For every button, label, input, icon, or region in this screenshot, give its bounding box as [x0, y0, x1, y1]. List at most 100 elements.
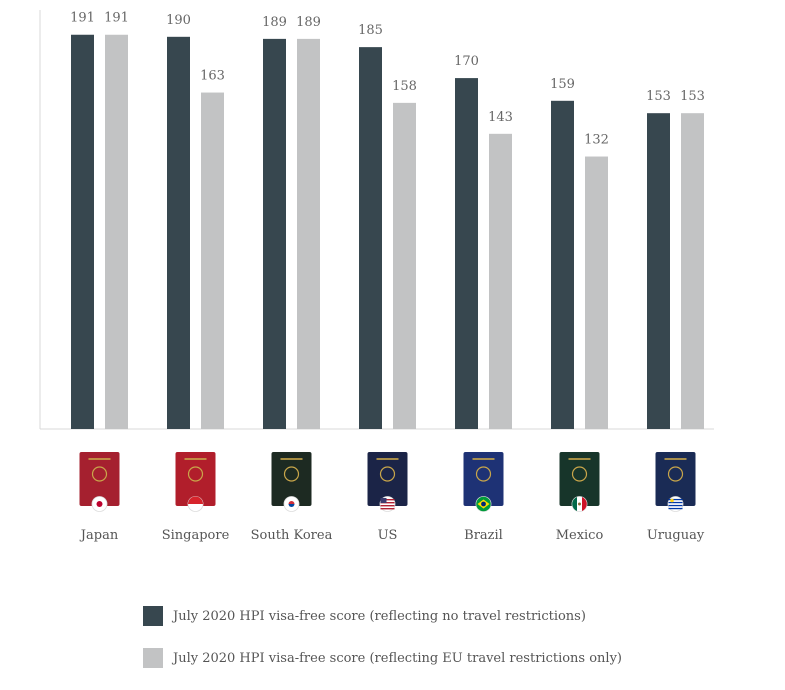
value-label-brazil-series-2: 143 — [488, 110, 513, 125]
flag-red-disc — [96, 501, 103, 507]
passport-cover — [559, 452, 600, 506]
passport-singapore-icon — [175, 452, 216, 512]
passport-emblem — [571, 466, 588, 482]
bar-singapore-series-2 — [201, 92, 224, 429]
flag-stripe — [380, 502, 395, 504]
singapore-flag-icon — [187, 496, 204, 512]
flag-sun — [670, 498, 674, 503]
passport-title-mark — [664, 458, 687, 460]
passport-south-korea-icon — [271, 452, 312, 512]
passport-cover — [463, 452, 504, 506]
flag-taeguk-blue — [288, 504, 295, 507]
flag-disc — [667, 496, 684, 512]
passport-emblem — [91, 466, 108, 482]
flag-blue-globe — [481, 501, 486, 507]
bar-us-series-2 — [393, 102, 416, 429]
legend-label-series-2: July 2020 HPI visa-free score (reflectin… — [173, 650, 623, 666]
chart-legend: July 2020 HPI visa-free score (reflectin… — [143, 606, 622, 690]
bar-us-series-1 — [359, 47, 382, 429]
bar-chart: 191 191 190 163 189 189 185 158 170 143 159 132 153 1… — [39, 10, 714, 543]
category-label-us: US — [378, 528, 398, 543]
legend-label-series-1: July 2020 HPI visa-free score (reflectin… — [173, 608, 586, 624]
passport-cover — [655, 452, 696, 506]
legend-swatch-series-1 — [143, 606, 163, 626]
bar-uruguay-series-2 — [681, 113, 704, 429]
value-label-japan-series-1: 191 — [70, 11, 95, 26]
value-label-mexico-series-2: 132 — [584, 133, 609, 148]
passport-cover — [367, 452, 408, 506]
value-label-uruguay-series-1: 153 — [646, 89, 671, 104]
value-label-singapore-series-2: 163 — [200, 69, 225, 84]
mexico-flag-icon — [571, 496, 588, 512]
passport-cover — [175, 452, 216, 506]
flag-emblem — [578, 502, 581, 506]
value-label-mexico-series-1: 159 — [550, 77, 575, 92]
category-label-mexico: Mexico — [556, 528, 604, 543]
bar-mexico-series-2 — [585, 156, 608, 429]
flag-red-band — [582, 497, 587, 511]
flag-stripe — [380, 505, 395, 507]
flag-stripe — [380, 499, 395, 501]
passport-emblem — [475, 466, 492, 482]
flag-taeguk-red — [288, 501, 295, 504]
value-label-uruguay-series-2: 153 — [680, 89, 705, 104]
category-label-uruguay: Uruguay — [647, 528, 705, 543]
bar-brazil-series-2 — [489, 133, 512, 430]
us-flag-icon — [379, 496, 396, 512]
bar-japan-series-1 — [71, 34, 94, 430]
passport-uruguay-icon — [655, 452, 696, 512]
passport-cover — [79, 452, 120, 506]
flag-stripe — [668, 498, 683, 501]
chart-passport-icons — [79, 452, 696, 512]
value-label-us-series-2: 158 — [392, 79, 417, 94]
passport-cover — [271, 452, 312, 506]
passport-title-mark — [472, 458, 495, 460]
bar-singapore-series-1 — [167, 36, 190, 430]
category-label-south-korea: South Korea — [251, 528, 333, 543]
passport-brazil-icon — [463, 452, 504, 512]
value-label-brazil-series-1: 170 — [454, 54, 479, 69]
bar-uruguay-series-1 — [647, 113, 670, 429]
legend-item-series-2: July 2020 HPI visa-free score (reflectin… — [143, 648, 622, 668]
passport-us-icon — [367, 452, 408, 512]
passport-title-mark — [88, 458, 111, 460]
passport-emblem — [379, 466, 396, 482]
brazil-flag-icon — [475, 496, 492, 512]
flag-red-half — [188, 496, 203, 504]
value-label-south-korea-series-1: 189 — [262, 15, 287, 30]
bar-south-korea-series-2 — [297, 38, 320, 430]
passport-title-mark — [376, 458, 399, 460]
bar-brazil-series-1 — [455, 78, 478, 430]
flag-stripe — [668, 504, 683, 507]
value-label-singapore-series-1: 190 — [166, 13, 191, 28]
passport-emblem — [283, 466, 300, 482]
bar-south-korea-series-1 — [263, 38, 286, 430]
flag-canton — [380, 498, 387, 503]
category-label-brazil: Brazil — [464, 528, 503, 543]
passport-mexico-icon — [559, 452, 600, 512]
value-label-japan-series-2: 191 — [104, 11, 129, 26]
chart-value-labels: 191 191 190 163 189 189 185 158 170 143 159 132 153 1… — [70, 11, 705, 148]
category-label-singapore: Singapore — [162, 528, 230, 543]
passport-title-mark — [184, 458, 207, 460]
passport-title-mark — [280, 458, 303, 460]
passport-japan-icon — [79, 452, 120, 512]
chart-bars — [71, 34, 704, 430]
flag-stripe — [380, 508, 395, 510]
flag-stripe — [668, 507, 683, 510]
south-korea-flag-icon — [283, 496, 300, 512]
uruguay-flag-icon — [667, 496, 684, 512]
passport-emblem — [187, 466, 204, 482]
value-label-south-korea-series-2: 189 — [296, 15, 321, 30]
legend-swatch-series-2 — [143, 648, 163, 668]
flag-green-band — [572, 497, 577, 511]
passport-emblem — [667, 466, 684, 482]
japan-flag-icon — [91, 496, 108, 512]
bar-japan-series-2 — [105, 34, 128, 430]
flag-stripe — [668, 501, 683, 504]
value-label-us-series-1: 185 — [358, 23, 383, 38]
passport-title-mark — [568, 458, 591, 460]
legend-item-series-1: July 2020 HPI visa-free score (reflectin… — [143, 606, 622, 626]
bar-mexico-series-1 — [551, 100, 574, 430]
chart-category-labels: Japan Singapore South Korea US Brazil Mexico U… — [79, 528, 705, 543]
